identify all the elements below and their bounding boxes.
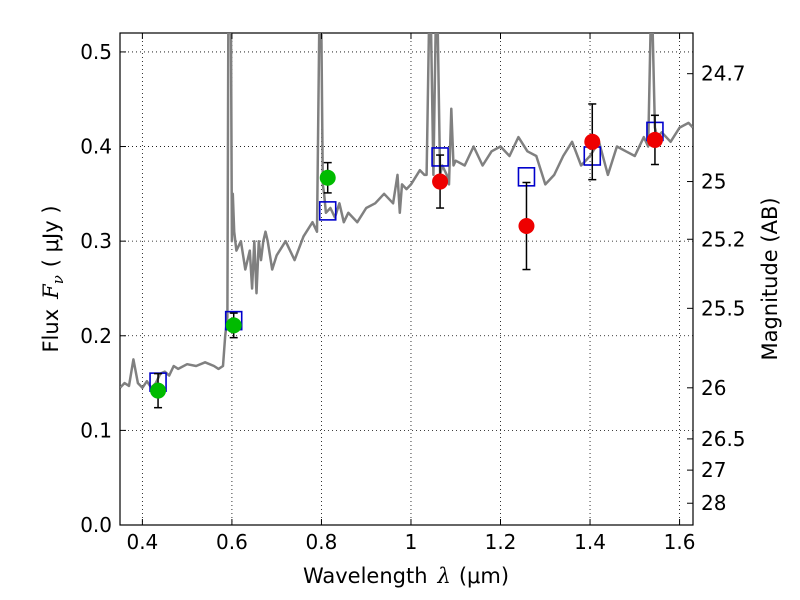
observed-point-red <box>646 131 663 148</box>
observed-point-red <box>584 133 601 150</box>
y2-tick-label: 25.5 <box>701 296 746 320</box>
y2-tick-label: 25 <box>701 170 726 194</box>
observed-point-red <box>432 173 449 190</box>
y-tick-label: 0.3 <box>80 229 112 253</box>
y-tick-label: 0.2 <box>80 324 112 348</box>
y2-tick-label: 28 <box>701 491 726 515</box>
y-tick-label: 0.1 <box>80 418 112 442</box>
model-sed-line <box>120 33 693 390</box>
y2-tick-label: 25.2 <box>701 227 746 251</box>
y2-tick-label: 26.5 <box>701 427 746 451</box>
x-tick-label: 1.6 <box>664 530 696 554</box>
x-tick-label: 1.4 <box>574 530 606 554</box>
y2-axis-title: Magnitude (AB) <box>758 197 782 360</box>
y-tick-label: 0.0 <box>80 513 112 537</box>
plot-content <box>120 33 693 409</box>
observed-point-green <box>319 169 336 186</box>
observed-point-red <box>518 218 535 235</box>
y2-tick-label: 24.7 <box>701 62 746 86</box>
observed-point-green <box>225 317 242 334</box>
x-tick-label: 0.8 <box>306 530 338 554</box>
plot-frame <box>119 32 694 526</box>
y2-tick-label: 27 <box>701 458 726 482</box>
observed-point-green <box>150 382 167 399</box>
y-tick-label: 0.5 <box>80 40 112 64</box>
x-tick-label: 0.4 <box>126 530 158 554</box>
x-tick-label: 0.6 <box>216 530 248 554</box>
x-tick-label: 1 <box>405 530 418 554</box>
x-tick-label: 1.2 <box>485 530 517 554</box>
axis-ticks: 0.4 0.6 0.8 1 1.2 1.4 1.6 0.0 0.1 0.2 0.3 0.4 0.5 24.… <box>80 33 746 554</box>
model-band-marker <box>318 201 337 221</box>
x-axis-title: Wavelength λ (μm) <box>303 564 509 588</box>
y2-tick-label: 26 <box>701 376 726 400</box>
y-tick-label: 0.4 <box>80 135 112 159</box>
y-axis-title: FluxFν( μJy ) <box>39 205 67 352</box>
